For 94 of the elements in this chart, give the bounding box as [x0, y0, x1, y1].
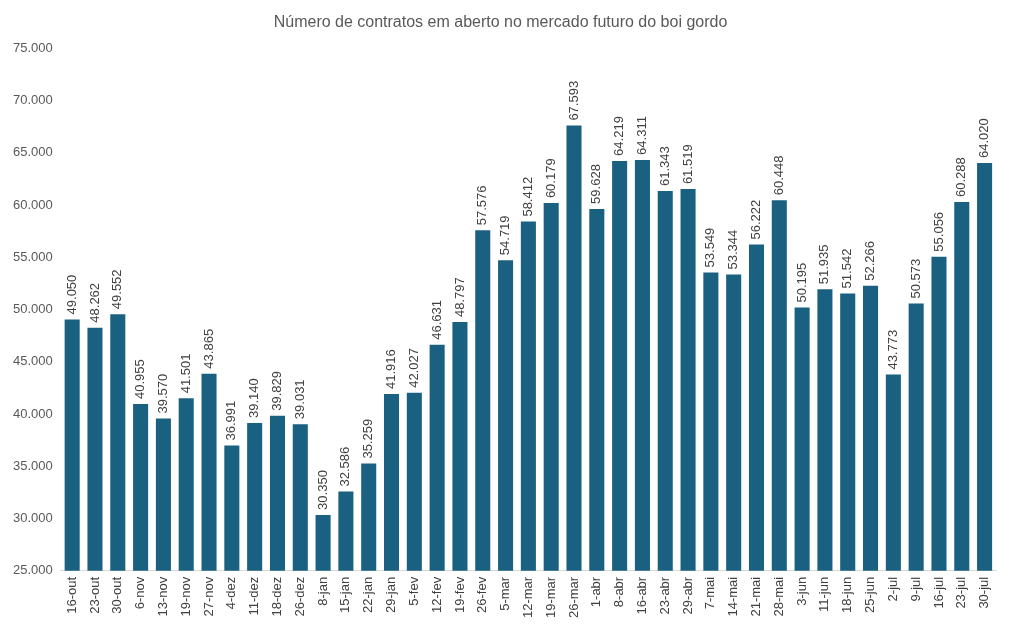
data-label: 56.222 [748, 199, 764, 240]
x-tick-label: 30-jul [976, 576, 992, 609]
x-tick-label: 26-dez [291, 576, 307, 617]
data-label: 67.593 [565, 80, 581, 121]
x-tick-label: 29-abr [679, 576, 695, 615]
data-label: 35.259 [360, 418, 376, 459]
data-label: 53.549 [702, 227, 718, 268]
data-label: 51.542 [839, 248, 855, 289]
data-label: 60.448 [770, 155, 786, 196]
data-label: 58.412 [519, 176, 535, 217]
data-label: 51.935 [816, 244, 832, 285]
x-tick-label: 5-fev [405, 576, 421, 606]
data-label: 64.020 [976, 118, 992, 158]
x-tick-label: 27-nov [200, 576, 216, 617]
x-tick-label: 19-mar [542, 576, 558, 619]
y-tick-label: 40.000 [13, 405, 53, 421]
y-tick-label: 35.000 [13, 457, 53, 473]
x-tick-label: 4-dez [223, 576, 239, 610]
x-tick-label: 26-mar [565, 576, 581, 619]
data-label: 41.916 [383, 349, 399, 390]
x-tick-label: 6-nov [132, 576, 148, 610]
x-tick-label: 29-jan [383, 576, 399, 613]
data-label: 54.719 [497, 215, 513, 256]
data-label: 39.829 [269, 371, 285, 411]
data-label: 52.266 [862, 241, 878, 281]
y-tick-label: 45.000 [13, 353, 53, 369]
data-label: 42.027 [405, 348, 421, 388]
y-tick-label: 70.000 [13, 92, 53, 108]
x-tick-label: 1-abr [588, 576, 604, 608]
data-label: 46.631 [428, 299, 444, 340]
x-tick-label: 16-abr [634, 576, 650, 615]
data-label: 48.797 [451, 277, 467, 318]
data-label: 59.628 [588, 164, 604, 204]
y-tick-label: 55.000 [13, 248, 53, 264]
x-tick-label: 7-mai [702, 576, 718, 610]
data-label: 55.056 [930, 211, 946, 252]
data-label: 43.865 [200, 328, 216, 369]
data-label: 39.031 [291, 379, 307, 420]
data-label: 48.262 [86, 282, 102, 323]
x-tick-label: 8-jan [314, 576, 330, 606]
x-tick-label: 5-mar [497, 576, 513, 611]
y-tick-label: 30.000 [13, 510, 53, 526]
x-tick-label: 12-fev [428, 576, 444, 613]
x-tick-label: 12-mar [519, 576, 535, 619]
x-tick-label: 15-jan [337, 576, 353, 613]
y-tick-label: 25.000 [13, 562, 53, 578]
x-tick-label: 14-mai [725, 576, 741, 617]
x-tick-label: 30-out [109, 576, 125, 614]
x-tick-label: 13-nov [154, 576, 170, 617]
x-tick-label: 18-jun [839, 576, 855, 613]
data-label: 39.140 [246, 378, 262, 419]
x-tick-label: 16-jul [930, 576, 946, 609]
y-tick-label: 60.000 [13, 196, 53, 212]
data-label: 53.344 [725, 229, 741, 270]
x-tick-label: 23-abr [656, 576, 672, 615]
data-label: 32.586 [337, 446, 353, 487]
x-tick-label: 22-jan [360, 576, 376, 613]
x-tick-label: 19-fev [451, 576, 467, 613]
x-tick-label: 25-jun [862, 576, 878, 613]
x-tick-label: 16-out [63, 576, 79, 614]
data-label: 40.955 [132, 359, 148, 400]
x-tick-label: 8-abr [611, 576, 627, 608]
x-tick-label: 26-fev [474, 576, 490, 613]
x-tick-label: 9-jul [907, 576, 923, 602]
data-label: 30.350 [314, 470, 330, 510]
x-tick-label: 23-out [86, 576, 102, 614]
x-tick-label: 3-jun [793, 576, 809, 606]
data-label: 61.343 [656, 146, 672, 186]
x-tick-label: 18-dez [269, 576, 285, 617]
data-label: 49.050 [63, 274, 79, 315]
data-label: 50.195 [793, 262, 809, 303]
data-label: 60.288 [953, 157, 969, 197]
y-tick-label: 65.000 [13, 144, 53, 160]
data-label: 41.501 [177, 353, 193, 394]
data-label: 61.519 [679, 144, 695, 185]
x-tick-label: 11-dez [246, 576, 262, 616]
data-label: 49.552 [109, 269, 125, 310]
data-label: 64.311 [634, 116, 650, 155]
y-tick-label: 75.000 [13, 39, 53, 55]
x-tick-label: 11-jun [816, 576, 832, 613]
data-label: 36.991 [223, 400, 239, 441]
x-tick-label: 23-jul [953, 576, 969, 609]
x-tick-label: 21-mai [748, 576, 764, 617]
data-label: 57.576 [474, 185, 490, 226]
x-tick-label: 28-mai [770, 576, 786, 617]
x-tick-label: 19-nov [177, 576, 193, 617]
data-label: 50.573 [907, 258, 923, 299]
x-tick-label: 2-jul [884, 576, 900, 602]
data-label: 64.219 [611, 116, 627, 156]
data-label: 60.179 [542, 158, 558, 199]
y-tick-label: 50.000 [13, 301, 53, 317]
chart-title: Número de contratos em aberto no mercado futuro do boi gordo [273, 13, 728, 31]
data-label: 43.773 [884, 329, 900, 370]
data-label: 39.570 [154, 373, 170, 414]
